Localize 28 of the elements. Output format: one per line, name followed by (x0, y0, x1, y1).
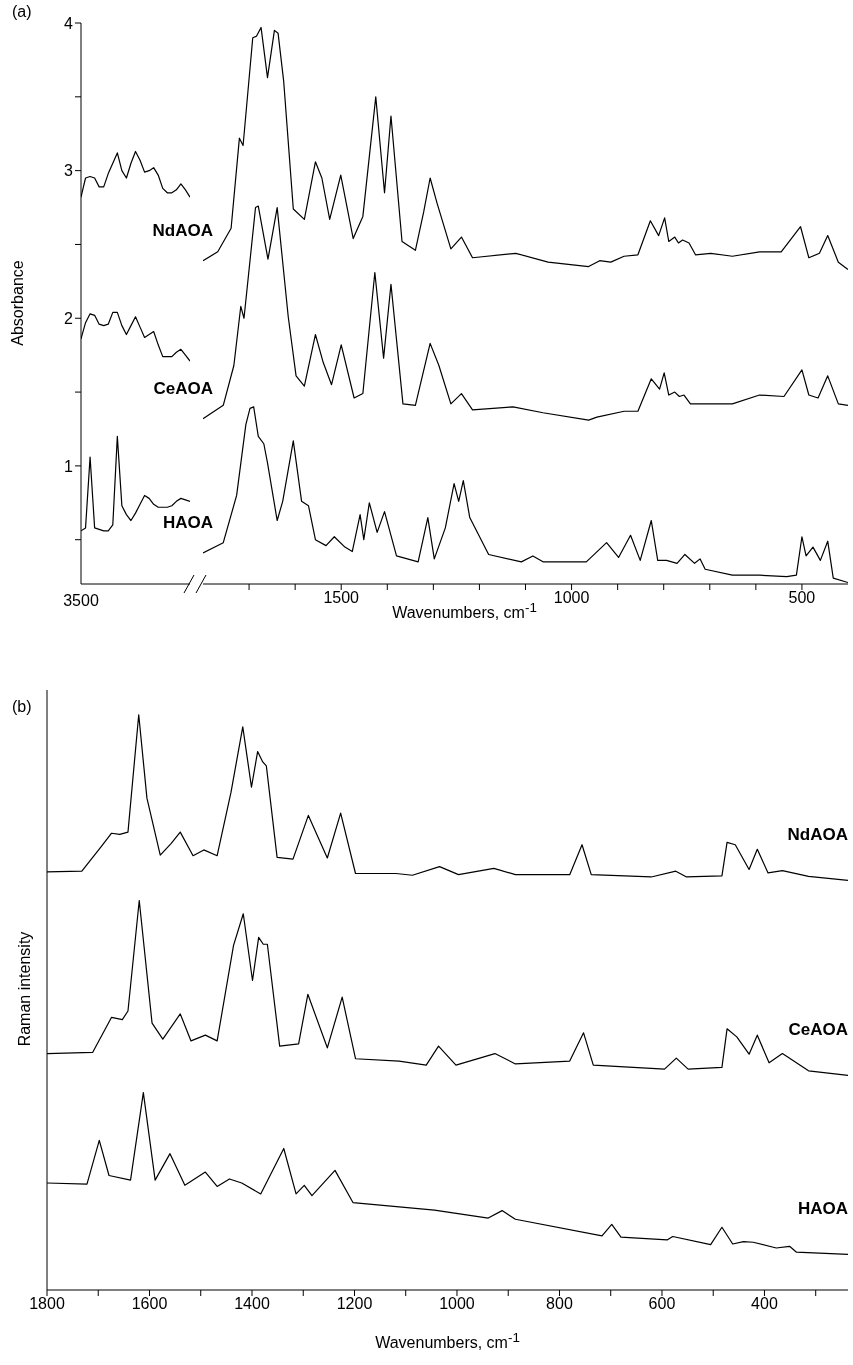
series-label: CeAOA (153, 378, 213, 399)
x-tick-label: 400 (751, 1295, 778, 1313)
series-label: NdAOA (787, 825, 848, 846)
series-label: HAOA (162, 512, 213, 533)
series-label: CeAOA (788, 1020, 848, 1041)
y-tick-label: 2 (64, 309, 74, 327)
x-tick-label: 1000 (553, 589, 590, 607)
x-tick-label: 1600 (131, 1295, 168, 1313)
series-label: HAOA (797, 1199, 848, 1220)
x-axis-title: Wavenumbers, cm$^{-1}$ (392, 600, 537, 622)
x-axis-title: Wavenumbers, cm$^{-1}$ (374, 1330, 521, 1353)
x-tick-label: 800 (546, 1295, 573, 1313)
x-tick-label: 1400 (234, 1295, 270, 1313)
y-tick-label: 1 (64, 457, 74, 475)
chart-title: (a) (12, 3, 32, 21)
chart-title: (b) (12, 698, 32, 716)
text: 3500 (62, 592, 100, 610)
series-label: NdAOA (152, 220, 213, 241)
x-tick-label: 600 (648, 1295, 676, 1313)
x-tick-label: 500 (788, 589, 816, 607)
x-tick-label: 1500 (323, 589, 360, 607)
x-tick-label: 1000 (439, 1295, 475, 1313)
y-tick-label: 4 (64, 14, 74, 32)
y-tick-label: 3 (64, 162, 74, 180)
x-tick-label: 1800 (29, 1295, 65, 1313)
y-axis-title: Absorbance (9, 258, 27, 348)
y-axis-title: Raman intensity (16, 930, 34, 1049)
x-tick-label: 1200 (336, 1295, 373, 1313)
